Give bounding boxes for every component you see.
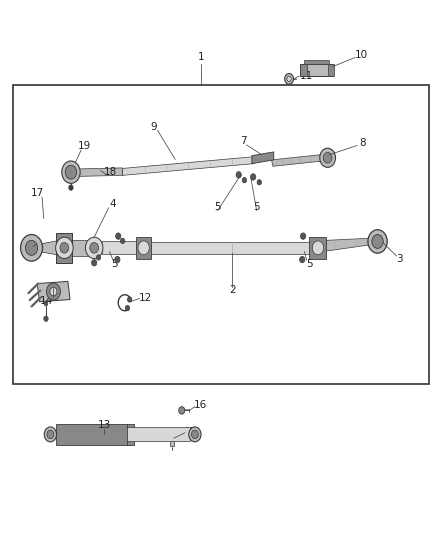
Circle shape bbox=[300, 233, 306, 239]
Text: 9: 9 bbox=[150, 122, 157, 132]
Circle shape bbox=[120, 238, 125, 244]
Polygon shape bbox=[42, 241, 57, 255]
Circle shape bbox=[368, 230, 387, 253]
Circle shape bbox=[300, 256, 305, 263]
Text: 5: 5 bbox=[306, 259, 313, 269]
Polygon shape bbox=[71, 240, 94, 256]
Circle shape bbox=[191, 430, 198, 439]
Polygon shape bbox=[37, 281, 70, 302]
Circle shape bbox=[257, 180, 261, 185]
Text: 14: 14 bbox=[39, 296, 53, 306]
Polygon shape bbox=[309, 237, 326, 259]
Bar bbox=[170, 431, 174, 446]
Circle shape bbox=[236, 172, 241, 178]
Text: 8: 8 bbox=[359, 138, 366, 148]
Circle shape bbox=[125, 305, 130, 311]
Circle shape bbox=[138, 241, 149, 255]
Text: 13: 13 bbox=[98, 421, 111, 430]
Text: 19: 19 bbox=[78, 141, 91, 151]
Circle shape bbox=[47, 430, 54, 439]
Text: 18: 18 bbox=[104, 167, 117, 176]
Polygon shape bbox=[300, 64, 307, 76]
Circle shape bbox=[44, 302, 48, 306]
Text: 15: 15 bbox=[184, 427, 197, 437]
Circle shape bbox=[85, 237, 103, 259]
Polygon shape bbox=[77, 168, 123, 176]
Circle shape bbox=[62, 161, 80, 183]
Circle shape bbox=[285, 74, 293, 84]
Polygon shape bbox=[56, 233, 72, 263]
Polygon shape bbox=[272, 155, 323, 166]
Text: 1: 1 bbox=[198, 52, 205, 62]
Circle shape bbox=[96, 255, 101, 260]
Polygon shape bbox=[325, 238, 371, 251]
Circle shape bbox=[127, 297, 132, 302]
Text: 5: 5 bbox=[111, 259, 118, 269]
Circle shape bbox=[60, 243, 69, 253]
Text: 2: 2 bbox=[229, 286, 236, 295]
Circle shape bbox=[44, 427, 57, 442]
Polygon shape bbox=[123, 157, 254, 175]
Circle shape bbox=[116, 233, 121, 239]
Polygon shape bbox=[304, 60, 329, 64]
Text: 4: 4 bbox=[110, 199, 117, 208]
Text: 5: 5 bbox=[214, 202, 221, 212]
Polygon shape bbox=[136, 237, 151, 259]
Polygon shape bbox=[252, 152, 274, 164]
Circle shape bbox=[56, 237, 73, 259]
Bar bbox=[13, 85, 429, 384]
Circle shape bbox=[312, 241, 324, 255]
Circle shape bbox=[179, 407, 185, 414]
Circle shape bbox=[115, 256, 120, 263]
Text: 7: 7 bbox=[240, 136, 247, 146]
Text: 5: 5 bbox=[253, 202, 260, 212]
Circle shape bbox=[25, 240, 38, 255]
Polygon shape bbox=[56, 424, 134, 445]
Polygon shape bbox=[127, 427, 190, 441]
Circle shape bbox=[90, 243, 99, 253]
Polygon shape bbox=[300, 64, 333, 76]
Text: 6: 6 bbox=[30, 236, 37, 246]
Text: 17: 17 bbox=[31, 188, 44, 198]
Circle shape bbox=[251, 174, 256, 180]
Circle shape bbox=[65, 165, 77, 179]
Text: 11: 11 bbox=[300, 71, 313, 81]
Circle shape bbox=[69, 185, 73, 190]
Circle shape bbox=[46, 283, 60, 300]
Circle shape bbox=[189, 427, 201, 442]
Text: 10: 10 bbox=[355, 51, 368, 60]
Circle shape bbox=[323, 152, 332, 163]
Circle shape bbox=[92, 260, 97, 266]
Text: 16: 16 bbox=[194, 400, 207, 410]
Circle shape bbox=[287, 76, 291, 82]
Polygon shape bbox=[328, 64, 334, 76]
Circle shape bbox=[320, 148, 336, 167]
Circle shape bbox=[242, 177, 247, 183]
Circle shape bbox=[372, 235, 383, 248]
Polygon shape bbox=[102, 241, 138, 254]
Circle shape bbox=[44, 316, 48, 321]
Text: 12: 12 bbox=[139, 294, 152, 303]
Circle shape bbox=[50, 287, 57, 296]
Text: 3: 3 bbox=[396, 254, 403, 264]
Circle shape bbox=[21, 235, 42, 261]
Polygon shape bbox=[150, 242, 311, 254]
